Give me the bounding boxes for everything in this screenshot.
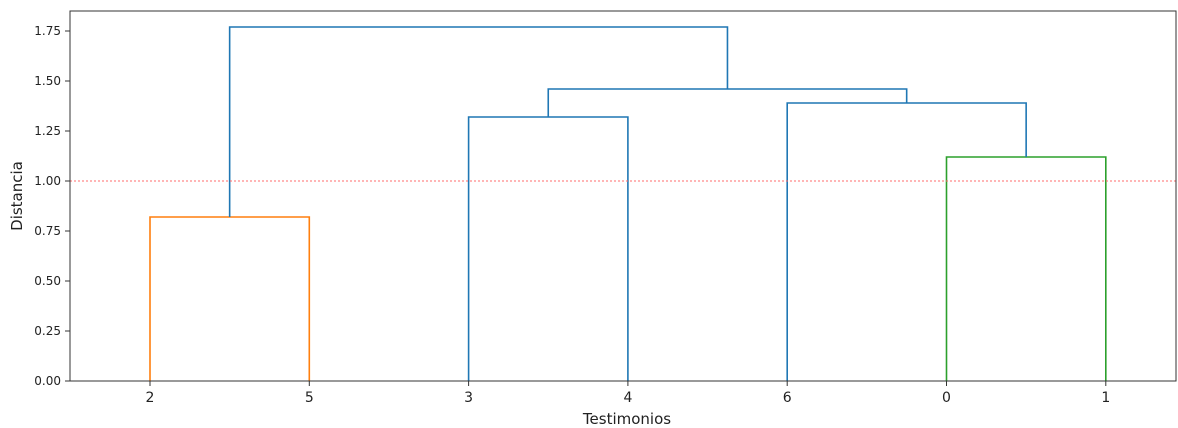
x-tick-label: 4 (623, 390, 632, 406)
plot-frame (69, 10, 1177, 382)
dendrogram-link-1 (149, 216, 311, 381)
x-tick-label: 3 (464, 390, 473, 406)
x-tick-label: 0 (942, 390, 951, 406)
y-tick-label: 0.75 (34, 224, 61, 238)
y-tick-label: 0.50 (34, 274, 61, 288)
y-tick-label: 1.25 (34, 124, 61, 138)
x-axis-label: Testimonios (582, 410, 671, 428)
x-tick-label: 2 (146, 390, 155, 406)
x-axis: 2 5 3 4 6 0 1 (146, 381, 1110, 406)
y-tick-label: 1.00 (34, 174, 61, 188)
x-tick-label: 6 (783, 390, 792, 406)
y-axis-label: Distancia (8, 161, 26, 231)
dendrogram-links (149, 26, 1107, 381)
y-tick-label: 0.25 (34, 324, 61, 338)
dendrogram-link-3 (467, 116, 629, 381)
y-axis: 0.00 0.25 0.50 0.75 1.00 1.25 1.50 1.75 (34, 24, 70, 388)
dendrogram-link-4 (786, 102, 1027, 381)
y-tick-label: 1.50 (34, 74, 61, 88)
dendrogram-link-2 (945, 156, 1107, 381)
y-tick-label: 1.75 (34, 24, 61, 38)
dendrogram-link-6 (228, 26, 729, 217)
x-tick-label: 5 (305, 390, 314, 406)
x-tick-label: 1 (1101, 390, 1110, 406)
y-tick-label: 0.00 (34, 374, 61, 388)
